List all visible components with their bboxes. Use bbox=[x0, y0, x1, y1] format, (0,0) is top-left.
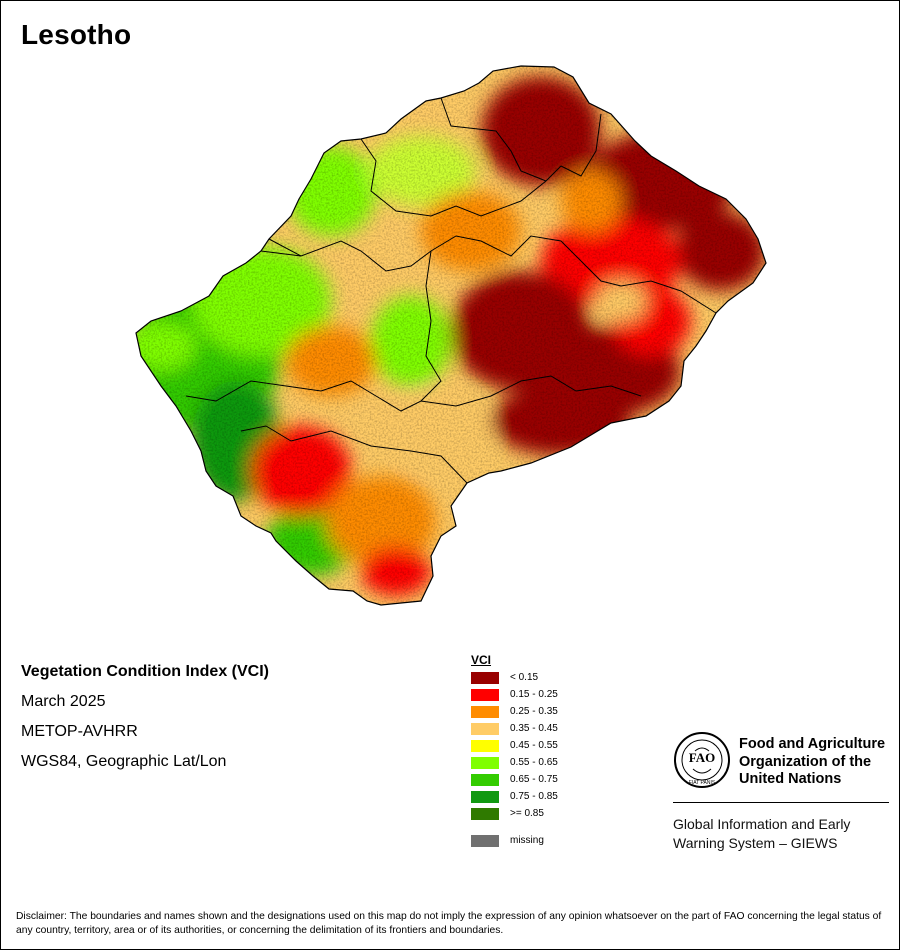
legend-title: VCI bbox=[471, 653, 492, 667]
legend-item: 0.35 - 0.45 bbox=[471, 721, 558, 738]
map-info: Vegetation Condition Index (VCI) March 2… bbox=[21, 657, 269, 777]
legend-swatch bbox=[471, 723, 499, 735]
district-boundaries bbox=[135, 65, 767, 606]
legend-classes: < 0.15 0.15 - 0.25 0.25 - 0.35 0.35 - 0.45 0… bbox=[471, 670, 558, 823]
legend-label: 0.35 - 0.45 bbox=[510, 723, 558, 734]
index-title: Vegetation Condition Index (VCI) bbox=[21, 663, 269, 680]
legend-item: 0.25 - 0.35 bbox=[471, 704, 558, 721]
legend-label: 0.25 - 0.35 bbox=[510, 706, 558, 717]
legend-swatch bbox=[471, 740, 499, 752]
legend-item: < 0.15 bbox=[471, 670, 538, 687]
legend-item: 0.75 - 0.85 bbox=[471, 789, 558, 806]
legend-swatch bbox=[471, 689, 499, 701]
legend-missing-label: missing bbox=[510, 835, 544, 846]
sensor-label: METOP-AVHRR bbox=[21, 723, 138, 740]
country-title: Lesotho bbox=[21, 19, 132, 50]
legend-label: 0.75 - 0.85 bbox=[510, 791, 558, 802]
vci-legend: VCI < 0.15 0.15 - 0.25 0.25 - 0.35 0.35 - 0… bbox=[471, 653, 558, 850]
legend-item: 0.15 - 0.25 bbox=[471, 687, 558, 704]
legend-swatch bbox=[471, 706, 499, 718]
legend-label: 0.15 - 0.25 bbox=[510, 689, 558, 700]
legend-item: 0.55 - 0.65 bbox=[471, 755, 558, 772]
legend-swatch bbox=[471, 774, 499, 786]
giews-name: Global Information and Early Warning Sys… bbox=[673, 816, 851, 851]
fao-org-name: Food and Agriculture Organization of the… bbox=[739, 736, 886, 787]
legend-label: 0.65 - 0.75 bbox=[510, 774, 558, 785]
fao-emblem-text: FAO bbox=[689, 750, 715, 765]
projection-label: WGS84, Geographic Lat/Lon bbox=[21, 753, 227, 770]
legend-label: 0.45 - 0.55 bbox=[510, 740, 558, 751]
legend-missing-swatch bbox=[471, 835, 499, 847]
divider bbox=[673, 802, 889, 803]
legend-label: < 0.15 bbox=[510, 672, 539, 683]
disclaimer: Disclaimer: The boundaries and names sho… bbox=[16, 911, 882, 936]
legend-label: >= 0.85 bbox=[510, 808, 544, 819]
legend-swatch bbox=[471, 808, 499, 820]
legend-swatch bbox=[471, 672, 499, 684]
legend-item: 0.45 - 0.55 bbox=[471, 738, 558, 755]
legend-label: 0.55 - 0.65 bbox=[510, 757, 558, 768]
legend-swatch bbox=[471, 791, 499, 803]
legend-swatch bbox=[471, 757, 499, 769]
fao-emblem-icon: FAO FIAT PANIS bbox=[674, 732, 730, 788]
legend-item: >= 0.85 bbox=[471, 806, 544, 823]
legend-missing: missing bbox=[471, 833, 544, 850]
vci-map bbox=[135, 65, 767, 606]
legend-item: 0.65 - 0.75 bbox=[471, 772, 558, 789]
vci-raster bbox=[136, 66, 766, 605]
period-label: March 2025 bbox=[21, 693, 106, 710]
fao-motto: FIAT PANIS bbox=[689, 780, 716, 786]
